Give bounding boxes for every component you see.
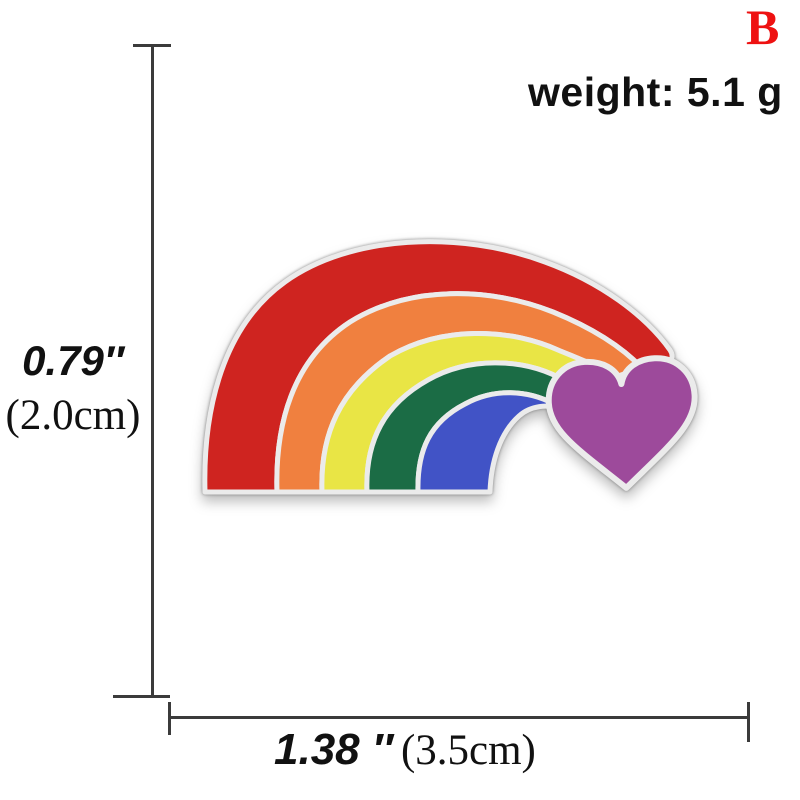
height-dim-top-tick (133, 44, 171, 47)
width-inches-label: 1.38 ″ (274, 725, 393, 774)
height-dim-bottom-tick (113, 695, 170, 698)
height-inches-label: 0.79″ (22, 337, 124, 384)
pin-purple-heart (545, 355, 698, 491)
height-dim-line (151, 46, 154, 697)
height-metric-label: (2.0cm) (5, 392, 141, 440)
width-dim-left-tick (168, 702, 171, 735)
corner-badge: B (746, 0, 780, 55)
width-metric-label: (3.5cm) (400, 727, 536, 774)
width-dimension-labels: 1.38 ″ (3.5cm) (274, 725, 536, 774)
width-dim-right-tick (747, 702, 750, 742)
height-dimension-labels: 0.79″ (2.0cm) (0, 337, 146, 440)
width-dim-line (171, 716, 749, 719)
weight-label: weight: 5.1 g (528, 69, 783, 115)
